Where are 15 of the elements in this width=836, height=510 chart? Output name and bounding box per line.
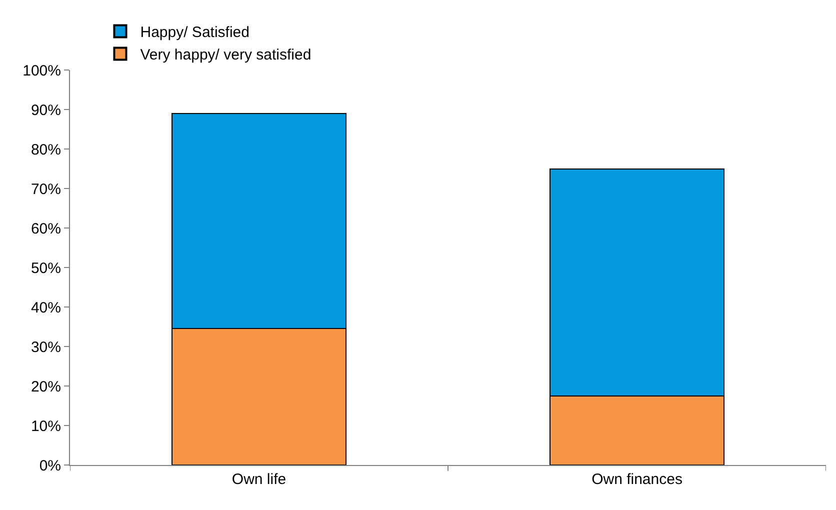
y-tick-label: 80% bbox=[30, 141, 61, 158]
x-tick-label: Own finances bbox=[592, 471, 682, 488]
legend-label: Happy/ Satisfied bbox=[140, 24, 250, 42]
y-tick-label: 70% bbox=[30, 180, 61, 198]
y-tick-label: 30% bbox=[30, 338, 61, 356]
y-tick-label: 0% bbox=[39, 457, 61, 474]
y-tick-label: 90% bbox=[30, 102, 61, 119]
y-tick-label: 10% bbox=[30, 418, 61, 435]
y-tick-label: 100% bbox=[22, 62, 61, 80]
y-tick-label: 40% bbox=[30, 299, 61, 316]
legend-label: Very happy/ very satisfied bbox=[140, 46, 312, 64]
y-tick-label: 60% bbox=[30, 220, 61, 238]
y-tick-label: 20% bbox=[30, 378, 61, 396]
y-tick-label: 50% bbox=[30, 260, 61, 277]
x-tick-label: Own life bbox=[232, 471, 286, 488]
